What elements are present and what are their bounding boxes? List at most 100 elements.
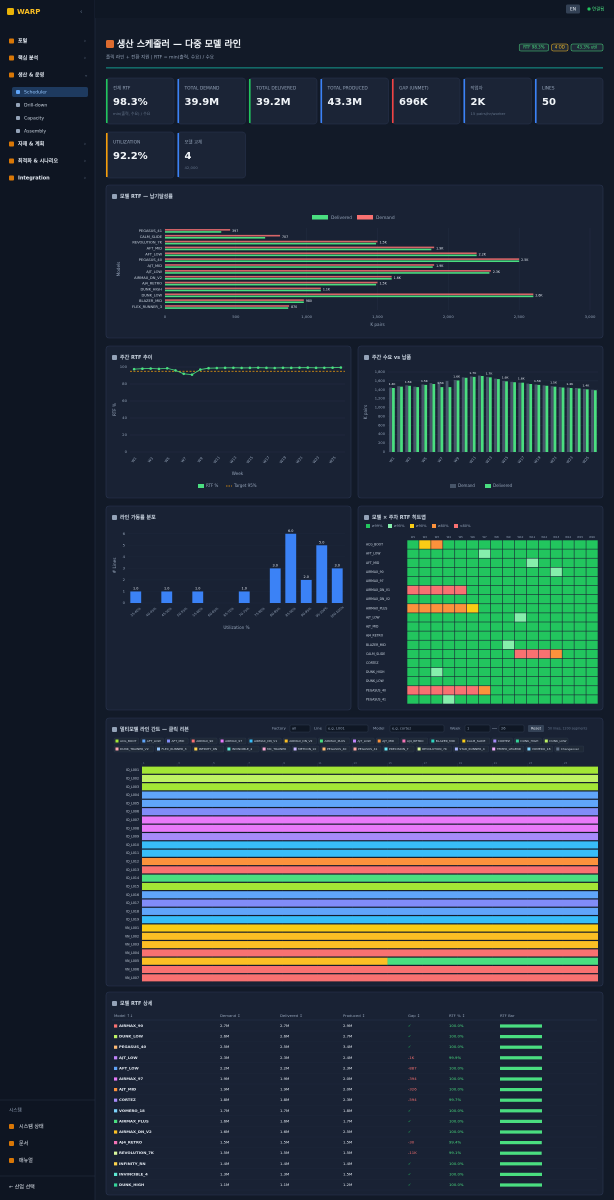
chip-label[interactable]: DUNK_LOW (549, 739, 566, 743)
chip-label[interactable]: ACG_BOOT (120, 739, 137, 743)
model-chip[interactable] (351, 745, 382, 753)
nav-item[interactable]: 자재 & 계획 (18, 141, 45, 148)
model-chip[interactable] (400, 737, 428, 745)
model-chip[interactable] (491, 737, 513, 745)
chip-label[interactable]: Changeover (561, 747, 580, 751)
factory-select[interactable]: all (292, 727, 296, 731)
factory-select-box[interactable] (289, 724, 311, 733)
model-chip[interactable] (543, 737, 569, 745)
reset-label[interactable]: Reset (531, 727, 542, 731)
chip-label[interactable]: AFT_MID (172, 739, 186, 743)
week-from-box[interactable] (464, 724, 491, 733)
model-input[interactable]: e.g. cortez (392, 727, 411, 731)
model-chip[interactable] (225, 745, 260, 753)
chip-label[interactable]: BLAZER_MID (436, 739, 456, 743)
gantt-segment[interactable] (142, 857, 598, 866)
nav-sub-item[interactable]: Capacity (24, 116, 44, 122)
chip-label[interactable]: FLEX_RUNNER_3 (162, 747, 187, 751)
chip-label[interactable]: PEGASUS_40 (327, 747, 346, 751)
nav-item[interactable]: 핵심 분석 (18, 55, 39, 62)
lang-button[interactable] (566, 4, 580, 14)
model-chip[interactable] (320, 745, 351, 753)
gantt-segment[interactable] (142, 874, 598, 882)
model-chip[interactable] (247, 737, 282, 745)
chip-label[interactable]: PRECISION_7 (389, 747, 409, 751)
gantt-segment[interactable] (142, 907, 598, 915)
gantt-segment[interactable] (142, 932, 598, 940)
model-chip[interactable] (376, 737, 400, 745)
model-chip[interactable] (113, 745, 154, 753)
chip-label[interactable]: CORTEZ (498, 739, 510, 743)
model-chip[interactable] (218, 737, 247, 745)
gantt-segment[interactable] (142, 882, 598, 891)
gantt-segment[interactable] (142, 866, 598, 874)
chip-label[interactable]: DUNK_TRAINER_V2 (120, 747, 149, 751)
model-chip[interactable] (165, 737, 189, 745)
gantt-segment[interactable] (142, 824, 598, 832)
reset-button[interactable] (528, 725, 544, 732)
chip-label[interactable]: REVOLUTION_7K (422, 747, 448, 751)
gantt-segment[interactable] (142, 841, 598, 849)
model-chip[interactable] (140, 737, 164, 745)
back-link[interactable]: ← 산업 선택 (9, 1184, 35, 1191)
model-chip[interactable] (554, 745, 584, 753)
gantt-segment[interactable] (142, 799, 598, 807)
chip-label[interactable]: AJT_LOW (358, 739, 371, 743)
chip-label[interactable]: AIRMAX_90 (196, 739, 213, 743)
gantt-segment[interactable] (142, 849, 598, 857)
gantt-segment[interactable] (142, 941, 598, 949)
model-chip[interactable] (190, 737, 218, 745)
model-chip[interactable] (490, 745, 525, 753)
model-chip[interactable] (429, 737, 459, 745)
chip-label[interactable]: CALM_SLIDE (467, 739, 486, 743)
model-chip[interactable] (514, 737, 542, 745)
collapse[interactable]: ‹ (80, 9, 82, 16)
gantt-segment[interactable] (142, 833, 598, 841)
nav-sub-item[interactable]: Assembly (24, 129, 46, 135)
sidebar-link[interactable]: 시스템 상태 (19, 1123, 44, 1130)
chip-label[interactable]: AIRMAX_97 (225, 739, 242, 743)
chip-label[interactable]: STAR_RUNNER_4 (459, 747, 484, 751)
nav-item[interactable]: 생산 & 운영 (18, 72, 45, 79)
line-input-box[interactable] (325, 724, 369, 733)
chip-label[interactable]: METCON_10 (298, 747, 316, 751)
chip-label[interactable]: INVINCIBLE_4 (232, 747, 252, 751)
week-to-box[interactable] (498, 724, 525, 733)
chip-label[interactable]: AJ4_RETRO (407, 739, 424, 743)
nav-sub-item[interactable]: Drill-down (24, 103, 47, 109)
chip-label[interactable]: MC_TRAINER (267, 747, 286, 751)
gantt-segment[interactable] (142, 916, 598, 924)
gantt-segment[interactable] (142, 791, 598, 799)
chip-label[interactable]: AIRMAX_PLUS (324, 739, 345, 743)
gantt-segment[interactable] (142, 899, 598, 907)
sidebar-link[interactable]: 매뉴얼 (19, 1157, 33, 1164)
gantt-segment[interactable] (142, 808, 598, 816)
model-chip[interactable] (351, 737, 375, 745)
week-to[interactable]: 26 (501, 727, 506, 731)
chip-label[interactable]: AJT_MID (382, 739, 395, 743)
gantt-segment[interactable] (142, 774, 598, 783)
model-input-box[interactable] (389, 724, 445, 733)
gantt-segment[interactable] (142, 783, 598, 791)
model-chip[interactable] (525, 745, 553, 753)
gantt-segment[interactable] (142, 891, 598, 899)
model-chip[interactable] (453, 745, 489, 753)
gantt-segment[interactable] (387, 957, 598, 965)
chip-label[interactable]: AIRMAX_DN_V2 (289, 739, 312, 743)
chip-label[interactable]: VOMERO_18 (532, 747, 551, 751)
chip-label[interactable]: DUNK_HIGH (520, 739, 538, 743)
model-chip[interactable] (382, 745, 415, 753)
chip-label[interactable]: TEMPO_LEGEND (496, 747, 522, 751)
gantt-segment[interactable] (142, 924, 598, 932)
chip-label[interactable]: PEGASUS_41 (358, 747, 377, 751)
gantt-segment[interactable] (142, 949, 598, 957)
nav-item[interactable]: 포털 (18, 38, 28, 45)
model-chip[interactable] (318, 737, 350, 745)
week-from[interactable]: 1 (467, 727, 469, 731)
model-chip[interactable] (155, 745, 191, 753)
chip-label[interactable]: AFT_LOW (147, 739, 161, 743)
gantt-segment[interactable] (142, 957, 388, 965)
model-chip[interactable] (283, 737, 317, 745)
nav-item[interactable]: 최적화 & 시나리오 (18, 158, 58, 165)
gantt-segment[interactable] (142, 816, 598, 824)
